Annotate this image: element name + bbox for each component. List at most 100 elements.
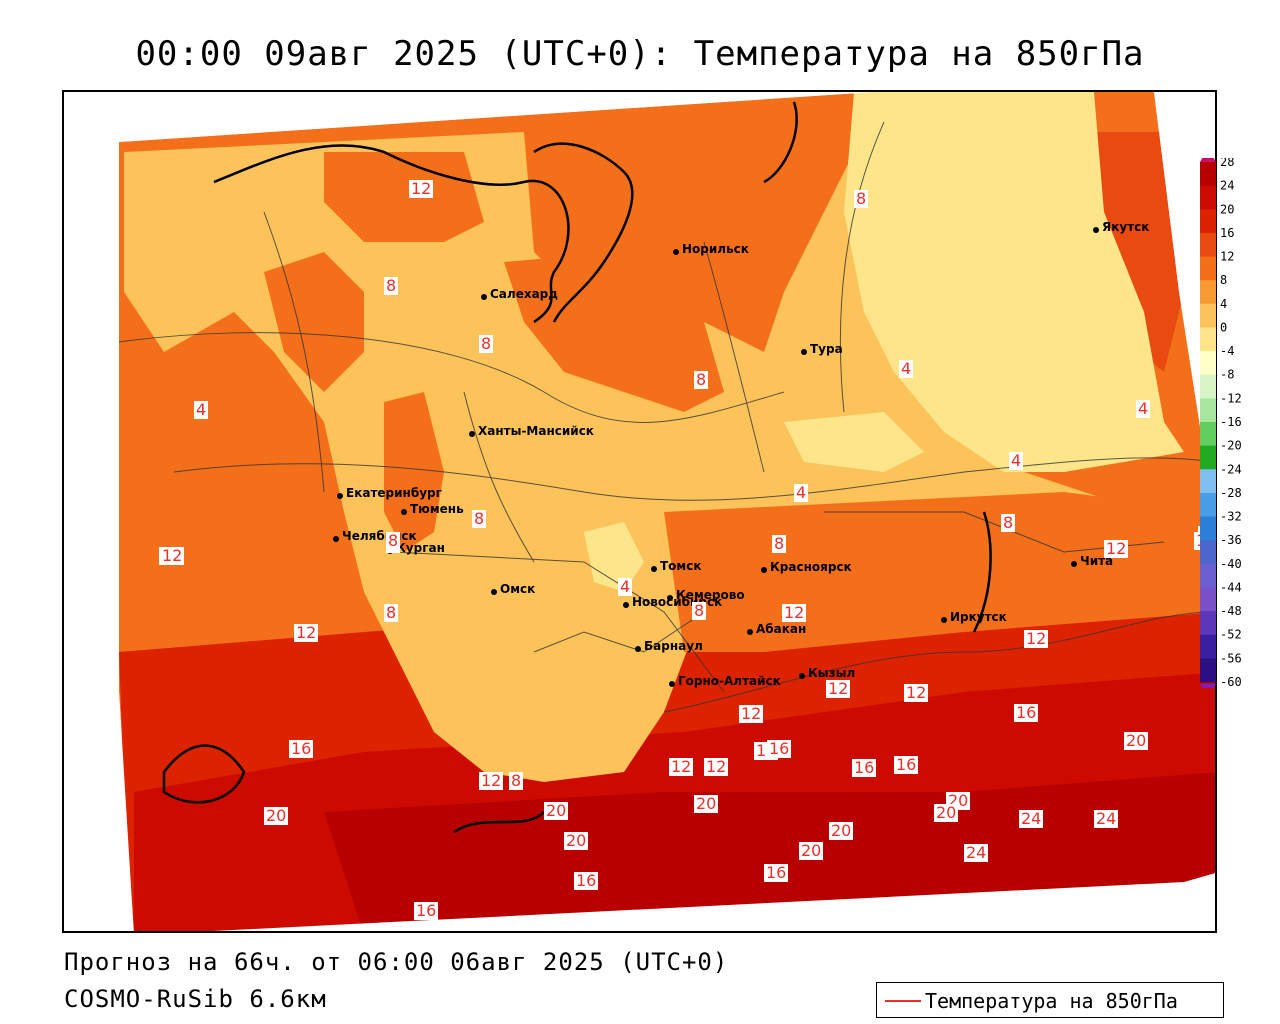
city-marker xyxy=(651,566,657,572)
legend-label: Температура на 850гПа xyxy=(925,989,1178,1013)
contour-value-label: 24 xyxy=(1094,809,1119,828)
colorbar-cell xyxy=(1200,232,1216,258)
city-marker xyxy=(623,602,629,608)
city-marker xyxy=(333,536,339,542)
contour-value-label: 4 xyxy=(1009,451,1024,470)
colorbar-tick-label: 24 xyxy=(1220,179,1234,193)
legend-line-swatch xyxy=(885,1000,921,1002)
city-marker xyxy=(491,589,497,595)
colorbar-cell xyxy=(1200,374,1216,399)
contour-value-label: 20 xyxy=(544,801,569,820)
city-marker xyxy=(799,673,805,679)
city-label: Абакан xyxy=(756,622,807,636)
contour-value-label: 12 xyxy=(479,771,504,790)
contour-value-label: 20 xyxy=(1124,731,1149,750)
city-marker xyxy=(673,249,679,255)
colorbar-tick-label: -60 xyxy=(1220,675,1242,688)
map-title: 00:00 09авг 2025 (UTC+0): Температура на… xyxy=(135,34,1145,74)
colorbar-cell xyxy=(1200,540,1216,565)
colorbar-tick-label: 20 xyxy=(1220,202,1234,216)
contour-value-label: 20 xyxy=(799,841,824,860)
colorbar-tick-label: -48 xyxy=(1220,604,1242,618)
colorbar-cell xyxy=(1200,445,1216,470)
contour-value-label: 8 xyxy=(694,370,709,389)
colorbar-tick-label: -20 xyxy=(1220,439,1242,453)
colorbar-tick-label: -44 xyxy=(1220,580,1242,594)
contour-value-label: 16 xyxy=(289,739,314,758)
city-marker xyxy=(801,349,807,355)
contour-value-label: 12 xyxy=(1104,539,1129,558)
contour-value-label: 24 xyxy=(964,843,989,862)
city-marker xyxy=(669,681,675,687)
city-marker xyxy=(761,567,767,573)
colorbar-cell xyxy=(1200,658,1216,683)
colorbar-cell xyxy=(1200,563,1216,588)
contour-value-label: 4 xyxy=(618,577,633,596)
colorbar-bottom-arrow xyxy=(1200,684,1216,688)
contour-value-label: 12 xyxy=(294,623,319,642)
colorbar-cell xyxy=(1200,469,1216,494)
city-marker xyxy=(635,646,641,652)
city-label: Иркутск xyxy=(950,610,1007,624)
colorbar-cell xyxy=(1200,587,1216,612)
contour-value-label: 12 xyxy=(704,757,729,776)
contour-value-label: 16 xyxy=(764,863,789,882)
colorbar-cell xyxy=(1200,162,1216,187)
contour-value-label: 16 xyxy=(414,901,439,920)
colorbar-cell xyxy=(1200,634,1216,659)
city-label: Ханты-Мансийск xyxy=(478,424,594,438)
colorbar-tick-label: -28 xyxy=(1220,486,1242,500)
map-canvas xyxy=(64,92,1215,931)
contour-value-label: 20 xyxy=(564,831,589,850)
contour-value-label: 8 xyxy=(386,531,401,550)
colorbar-tick-label: 16 xyxy=(1220,226,1234,240)
contour-value-label: 8 xyxy=(384,603,399,622)
contour-value-label: 8 xyxy=(479,334,494,353)
contour-value-label: 12 xyxy=(826,679,851,698)
contour-value-label: 16 xyxy=(767,739,792,758)
contour-value-label: 12 xyxy=(669,757,694,776)
contour-value-label: 8 xyxy=(472,509,487,528)
contour-value-label: 12 xyxy=(1024,629,1049,648)
contour-value-label: 20 xyxy=(934,803,959,822)
colorbar-tick-label: -16 xyxy=(1220,415,1242,429)
city-label: Омск xyxy=(500,582,536,596)
colorbar-cell xyxy=(1200,256,1216,281)
city-marker xyxy=(337,493,343,499)
city-label: Горно-Алтайск xyxy=(678,674,781,688)
contour-value-label: 24 xyxy=(1019,809,1044,828)
contour-value-label: 20 xyxy=(264,806,289,825)
colorbar-cell xyxy=(1200,398,1216,423)
city-marker xyxy=(1093,227,1099,233)
city-label: Екатеринбург xyxy=(346,486,442,500)
city-label: Норильск xyxy=(682,242,749,256)
colorbar-cell xyxy=(1200,185,1216,210)
city-label: Кемерово xyxy=(676,588,745,602)
colorbar-tick-label: -36 xyxy=(1220,533,1242,547)
colorbar-cell xyxy=(1200,351,1216,376)
colorbar-cell xyxy=(1200,492,1216,518)
contour-value-label: 4 xyxy=(899,359,914,378)
city-label: Салехард xyxy=(490,287,558,301)
colorbar-cell xyxy=(1200,280,1216,305)
colorbar-tick-label: 28 xyxy=(1220,158,1234,169)
colorbar-tick-label: -32 xyxy=(1220,510,1242,524)
colorbar-tick-label: -40 xyxy=(1220,557,1242,571)
colorbar-tick-label: -8 xyxy=(1220,368,1234,382)
city-label: Курган xyxy=(396,541,445,555)
contour-value-label: 12 xyxy=(160,546,185,565)
city-label: Красноярск xyxy=(770,560,852,574)
model-name: COSMO-RuSib 6.6км xyxy=(64,985,327,1013)
contour-value-label: 8 xyxy=(509,771,524,790)
contour-value-label: 20 xyxy=(829,821,854,840)
contour-value-label: 20 xyxy=(694,794,719,813)
colorbar-cell xyxy=(1200,516,1216,541)
contour-value-label: 8 xyxy=(1001,513,1016,532)
colorbar-tick-label: 8 xyxy=(1220,273,1227,287)
city-marker xyxy=(667,595,673,601)
contour-value-label: 8 xyxy=(772,534,787,553)
colorbar-tick-label: -4 xyxy=(1220,344,1234,358)
colorbar-cell xyxy=(1200,209,1216,234)
contour-value-label: 8 xyxy=(384,276,399,295)
contour-value-label: 16 xyxy=(852,758,877,777)
